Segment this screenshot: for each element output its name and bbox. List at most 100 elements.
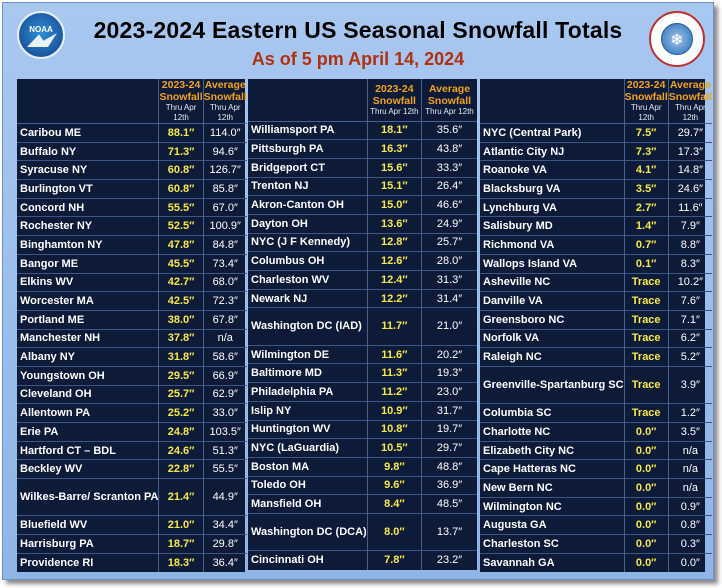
season-snowfall-value: 55.5″ xyxy=(158,197,204,217)
average-snowfall-value: 51.3″ xyxy=(202,440,247,460)
station-name: Buffalo NY xyxy=(17,141,159,161)
average-snowfall-value: 0.3″ xyxy=(667,534,712,554)
average-snowfall-value: 62.9″ xyxy=(202,384,247,404)
season-snowfall-value: 21.4″ xyxy=(158,478,204,516)
season-snowfall-value: 71.3″ xyxy=(158,141,204,161)
current-snowfall-header: 2023-24 Snowfall Thru Apr 12th xyxy=(623,79,669,124)
table-row: Dayton OH 13.6″ 24.9″ xyxy=(248,213,477,234)
station-name: Bangor ME xyxy=(17,253,159,273)
city-header xyxy=(248,79,368,122)
station-name: Hartford CT – BDL xyxy=(17,440,159,460)
season-snowfall-value: 7.8″ xyxy=(366,550,422,570)
average-snowfall-value: 33.0″ xyxy=(202,403,247,423)
snowfall-table: 2023-24 Snowfall Thru Apr 12th Average Snowf… xyxy=(248,79,477,570)
season-snowfall-value: 21.0″ xyxy=(158,515,204,535)
average-snowfall-value: 67.8″ xyxy=(202,309,247,330)
station-name: Atlantic City NJ xyxy=(480,141,625,161)
station-name: Caribou ME xyxy=(17,123,159,143)
season-snowfall-value: 8.4″ xyxy=(366,494,422,514)
station-name: Trenton NJ xyxy=(248,176,368,196)
season-snowfall-value: 11.2″ xyxy=(366,382,422,402)
season-snowfall-value: 7.3″ xyxy=(623,141,669,161)
average-snowfall-value: 114.0″ xyxy=(202,123,247,143)
average-snowfall-value: 19.7″ xyxy=(421,419,477,439)
average-snowfall-value: 28.0″ xyxy=(421,251,477,271)
average-snowfall-value: 29.7″ xyxy=(421,438,477,458)
table-row: Boston MA 9.8″ 48.8″ xyxy=(248,456,477,477)
station-name: Salisbury MD xyxy=(480,216,625,236)
header-note: Thru Apr 12th xyxy=(630,103,662,122)
table-row: NYC (Central Park) 7.5″ 29.7″ xyxy=(480,123,712,143)
station-name: Toledo OH xyxy=(248,475,368,495)
station-name: Blacksburg VA xyxy=(480,179,625,199)
station-name: Burlington VT xyxy=(17,179,159,199)
table-header-row: 2023-24 Snowfall Thru Apr 12th Average Snowf… xyxy=(480,79,712,124)
season-snowfall-value: 24.6″ xyxy=(158,440,204,460)
average-snowfall-value: 19.3″ xyxy=(421,363,477,383)
station-name: Norfolk VA xyxy=(480,328,625,348)
table-row: Portland ME 38.0″ 67.8″ xyxy=(17,309,247,330)
snowflake-icon: ❄ xyxy=(670,32,684,49)
season-snowfall-value: 8.0″ xyxy=(366,512,422,551)
average-snowfall-value: 33.3″ xyxy=(421,157,477,178)
page-title: 2023-2024 Eastern US Seasonal Snowfall T… xyxy=(93,17,623,43)
average-snowfall-value: 55.5″ xyxy=(202,459,247,479)
average-snowfall-value: 35.6″ xyxy=(421,120,477,140)
station-name: NYC (Central Park) xyxy=(480,123,625,143)
average-snowfall-header: Average Snowfall Thru Apr 12th xyxy=(667,79,712,124)
header-line: 2023-24 xyxy=(161,79,201,91)
station-name: Allentown PA xyxy=(17,403,159,423)
season-snowfall-value: 0.0″ xyxy=(623,459,669,479)
station-name: Washington DC (IAD) xyxy=(248,307,368,346)
average-snowfall-value: 7.1″ xyxy=(667,309,712,330)
station-name: Binghamton NY xyxy=(17,235,159,255)
season-snowfall-value: 47.8″ xyxy=(158,235,204,255)
table-row: Rochester NY 52.5″ 100.9″ xyxy=(17,216,247,236)
station-name: Charlotte NC xyxy=(480,422,625,442)
average-snowfall-value: 29.8″ xyxy=(202,534,247,554)
season-snowfall-value: 12.8″ xyxy=(366,232,422,252)
station-name: Washington DC (DCA) xyxy=(248,512,368,551)
table-row: Caribou ME 88.1″ 114.0″ xyxy=(17,123,247,143)
table-row: Lynchburg VA 2.7″ 11.6″ xyxy=(480,197,712,217)
station-name: NYC (LaGuardia) xyxy=(248,438,368,458)
average-snowfall-value: 100.9″ xyxy=(202,216,247,236)
average-snowfall-value: 5.2″ xyxy=(667,347,712,367)
season-snowfall-value: Trace xyxy=(623,365,669,404)
table-row: Syracuse NY 60.8″ 126.7″ xyxy=(17,160,247,180)
average-snowfall-value: 84.8″ xyxy=(202,235,247,255)
table-row: Huntington WV 10.8″ 19.7″ xyxy=(248,419,477,439)
season-snowfall-value: 42.5″ xyxy=(158,291,204,311)
station-name: Harrisburg PA xyxy=(17,534,159,554)
season-snowfall-value: 22.8″ xyxy=(158,459,204,479)
current-snowfall-header: 2023-24 Snowfall Thru Apr 12th xyxy=(158,79,204,124)
season-snowfall-value: 18.1″ xyxy=(366,120,422,140)
station-name: Charleston WV xyxy=(248,270,368,290)
station-name: Albany NY xyxy=(17,347,159,367)
header-line: Snowfall xyxy=(427,94,472,107)
station-name: Mansfield OH xyxy=(248,494,368,514)
average-snowfall-value: n/a xyxy=(202,328,247,348)
table-header-row: 2023-24 Snowfall Thru Apr 12th Average Snowf… xyxy=(17,79,247,124)
season-snowfall-value: 18.7″ xyxy=(158,534,204,554)
city-header xyxy=(480,79,625,124)
average-snowfall-value: 0.9″ xyxy=(667,496,712,516)
header-line: Snowfall xyxy=(668,91,712,103)
average-snowfall-value: 6.2″ xyxy=(667,328,712,348)
average-snowfall-value: 31.7″ xyxy=(421,400,477,421)
station-name: Wilmington NC xyxy=(480,496,625,516)
season-snowfall-value: Trace xyxy=(623,328,669,348)
season-snowfall-value: 11.6″ xyxy=(366,344,422,364)
noaa-logo-icon: NOAA xyxy=(17,11,65,59)
season-snowfall-value: 29.5″ xyxy=(158,365,204,386)
average-snowfall-value: 29.7″ xyxy=(667,123,712,143)
season-snowfall-value: 15.0″ xyxy=(366,195,422,215)
table-row: Youngstown OH 29.5″ 66.9″ xyxy=(17,365,247,386)
table-row: Hartford CT – BDL 24.6″ 51.3″ xyxy=(17,440,247,460)
table-row: Allentown PA 25.2″ 33.0″ xyxy=(17,403,247,423)
snowfall-table: 2023-24 Snowfall Thru Apr 12th Average Snowf… xyxy=(17,79,247,573)
season-snowfall-value: Trace xyxy=(623,403,669,423)
season-snowfall-value: 0.0″ xyxy=(623,422,669,442)
table-row: Beckley WV 22.8″ 55.5″ xyxy=(17,459,247,479)
average-snowfall-value: 31.3″ xyxy=(421,270,477,290)
